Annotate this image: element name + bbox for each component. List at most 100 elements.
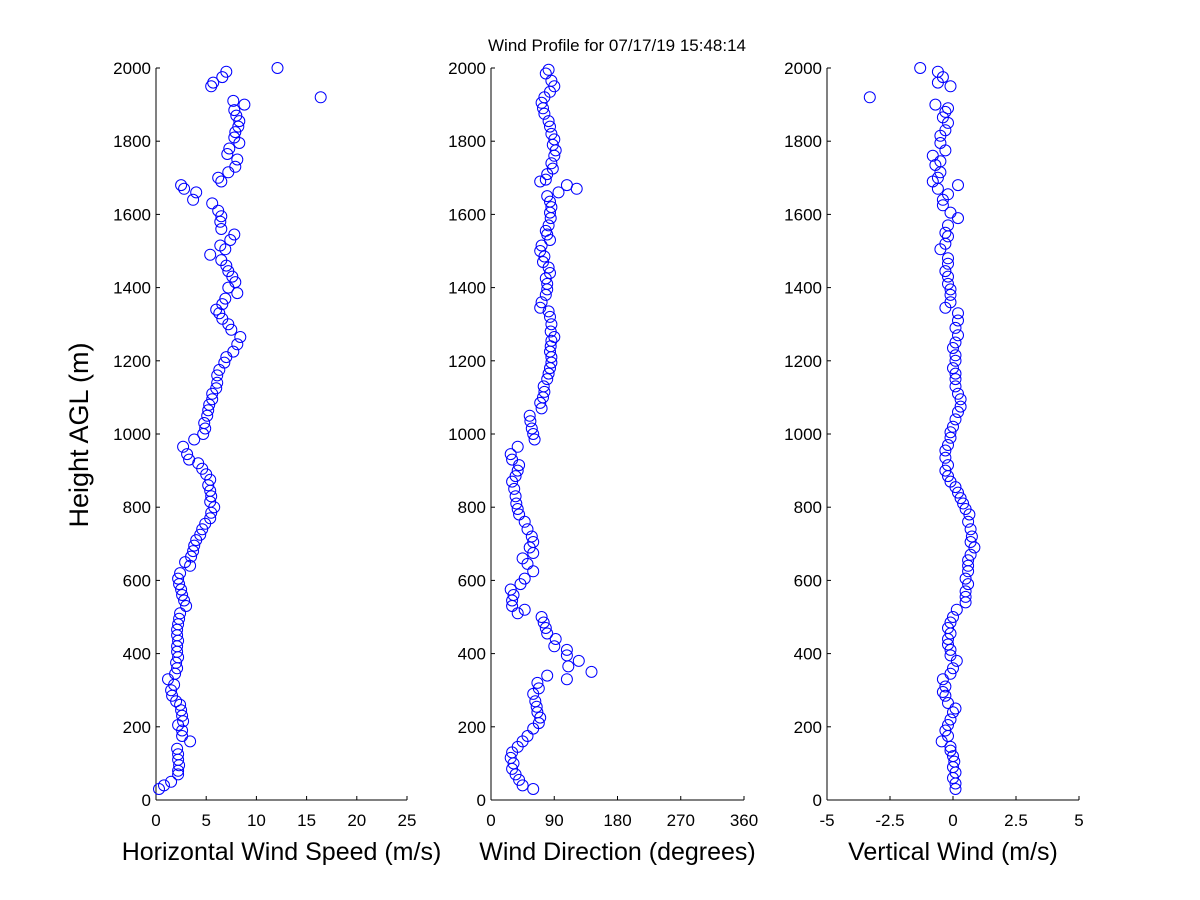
data-point bbox=[213, 307, 226, 320]
y-tick-label: 1800 bbox=[113, 132, 151, 151]
series-points bbox=[863, 62, 981, 795]
y-tick-label: 200 bbox=[123, 718, 151, 737]
data-point bbox=[952, 387, 964, 400]
x-tick-label: 15 bbox=[297, 811, 316, 830]
data-point bbox=[944, 713, 957, 726]
y-tick-label: 1600 bbox=[784, 205, 822, 224]
data-point bbox=[206, 197, 219, 210]
data-point bbox=[944, 744, 957, 757]
data-point bbox=[560, 649, 573, 662]
y-tick-label: 1800 bbox=[448, 132, 486, 151]
y-tick-label: 400 bbox=[123, 645, 151, 664]
data-point bbox=[952, 307, 964, 320]
y-tick-label: 400 bbox=[794, 645, 822, 664]
y-tick-label: 1800 bbox=[784, 132, 822, 151]
data-point bbox=[949, 354, 962, 367]
data-point bbox=[175, 179, 188, 192]
data-point bbox=[523, 409, 536, 422]
data-point bbox=[939, 689, 952, 702]
data-point bbox=[187, 193, 200, 206]
data-point bbox=[548, 640, 561, 653]
data-point bbox=[172, 748, 185, 761]
data-point bbox=[202, 404, 215, 417]
data-point bbox=[942, 459, 954, 472]
data-point bbox=[534, 711, 547, 724]
data-point bbox=[545, 127, 558, 140]
data-point bbox=[942, 638, 954, 651]
data-point bbox=[542, 305, 555, 318]
x-tick-label: 0 bbox=[948, 811, 957, 830]
data-point bbox=[183, 453, 196, 466]
panel-vertical: 0 200 400 600 800 1000 1200 1400 1600 1800 2000 -5 -… bbox=[784, 59, 1084, 866]
y-tick-label: 2000 bbox=[113, 59, 151, 78]
data-point bbox=[544, 195, 556, 208]
data-point bbox=[931, 171, 944, 184]
data-point bbox=[962, 578, 975, 591]
y-tick-label: 0 bbox=[477, 791, 486, 810]
data-point bbox=[211, 369, 224, 382]
data-point bbox=[178, 182, 191, 195]
data-point bbox=[532, 682, 545, 695]
data-point bbox=[175, 583, 188, 596]
data-point bbox=[271, 62, 284, 74]
data-point bbox=[964, 523, 977, 536]
data-point bbox=[216, 298, 229, 311]
data-point bbox=[527, 783, 540, 795]
data-point bbox=[939, 124, 952, 137]
data-point bbox=[539, 173, 552, 186]
data-point bbox=[954, 393, 967, 406]
data-point bbox=[942, 697, 954, 709]
data-point bbox=[509, 490, 522, 503]
data-point bbox=[511, 440, 524, 453]
data-point bbox=[939, 105, 952, 118]
data-point bbox=[939, 144, 952, 157]
data-point bbox=[238, 98, 251, 111]
y-tick-label: 1600 bbox=[113, 205, 151, 224]
data-point bbox=[227, 345, 240, 358]
data-point bbox=[539, 224, 552, 237]
data-point bbox=[957, 497, 970, 510]
panel-speed: 0 200 400 600 800 1000 1200 1400 1600 1800 2000 0 5 1… bbox=[113, 59, 441, 866]
data-point bbox=[228, 104, 241, 117]
data-point bbox=[525, 530, 538, 543]
data-point bbox=[944, 80, 957, 93]
data-point bbox=[530, 700, 543, 713]
data-point bbox=[952, 179, 964, 192]
y-tick-label: 1200 bbox=[784, 352, 822, 371]
y-tick-label: 600 bbox=[123, 571, 151, 590]
data-point bbox=[220, 65, 233, 78]
data-point bbox=[172, 572, 185, 585]
data-point bbox=[541, 373, 554, 386]
y-tick-label: 1400 bbox=[448, 279, 486, 298]
data-point bbox=[175, 704, 188, 717]
data-point bbox=[537, 256, 549, 268]
data-point bbox=[947, 362, 959, 375]
y-tick-label: 1400 bbox=[784, 279, 822, 298]
data-point bbox=[199, 422, 212, 435]
data-point bbox=[215, 254, 228, 267]
data-point bbox=[534, 245, 547, 257]
data-point bbox=[548, 80, 561, 93]
data-point bbox=[947, 420, 959, 433]
y-tick-label: 1400 bbox=[113, 279, 151, 298]
data-point bbox=[944, 206, 957, 219]
data-point bbox=[544, 267, 556, 279]
chart-title: Wind Profile for 07/17/19 15:48:14 bbox=[488, 36, 746, 55]
data-point bbox=[174, 698, 187, 711]
data-point bbox=[954, 400, 967, 413]
data-point bbox=[511, 503, 524, 515]
data-point bbox=[542, 367, 555, 380]
data-point bbox=[929, 98, 942, 111]
y-tick-label: 800 bbox=[123, 498, 151, 517]
data-point bbox=[215, 210, 228, 223]
data-point bbox=[541, 190, 554, 203]
data-point bbox=[545, 334, 558, 347]
data-point bbox=[947, 342, 959, 354]
data-point bbox=[939, 680, 952, 693]
data-point bbox=[504, 448, 517, 461]
data-point bbox=[545, 157, 558, 170]
data-point bbox=[949, 367, 962, 380]
x-tick-label: 20 bbox=[347, 811, 366, 830]
x-tick-label: -5 bbox=[819, 811, 834, 830]
data-point bbox=[944, 667, 957, 680]
